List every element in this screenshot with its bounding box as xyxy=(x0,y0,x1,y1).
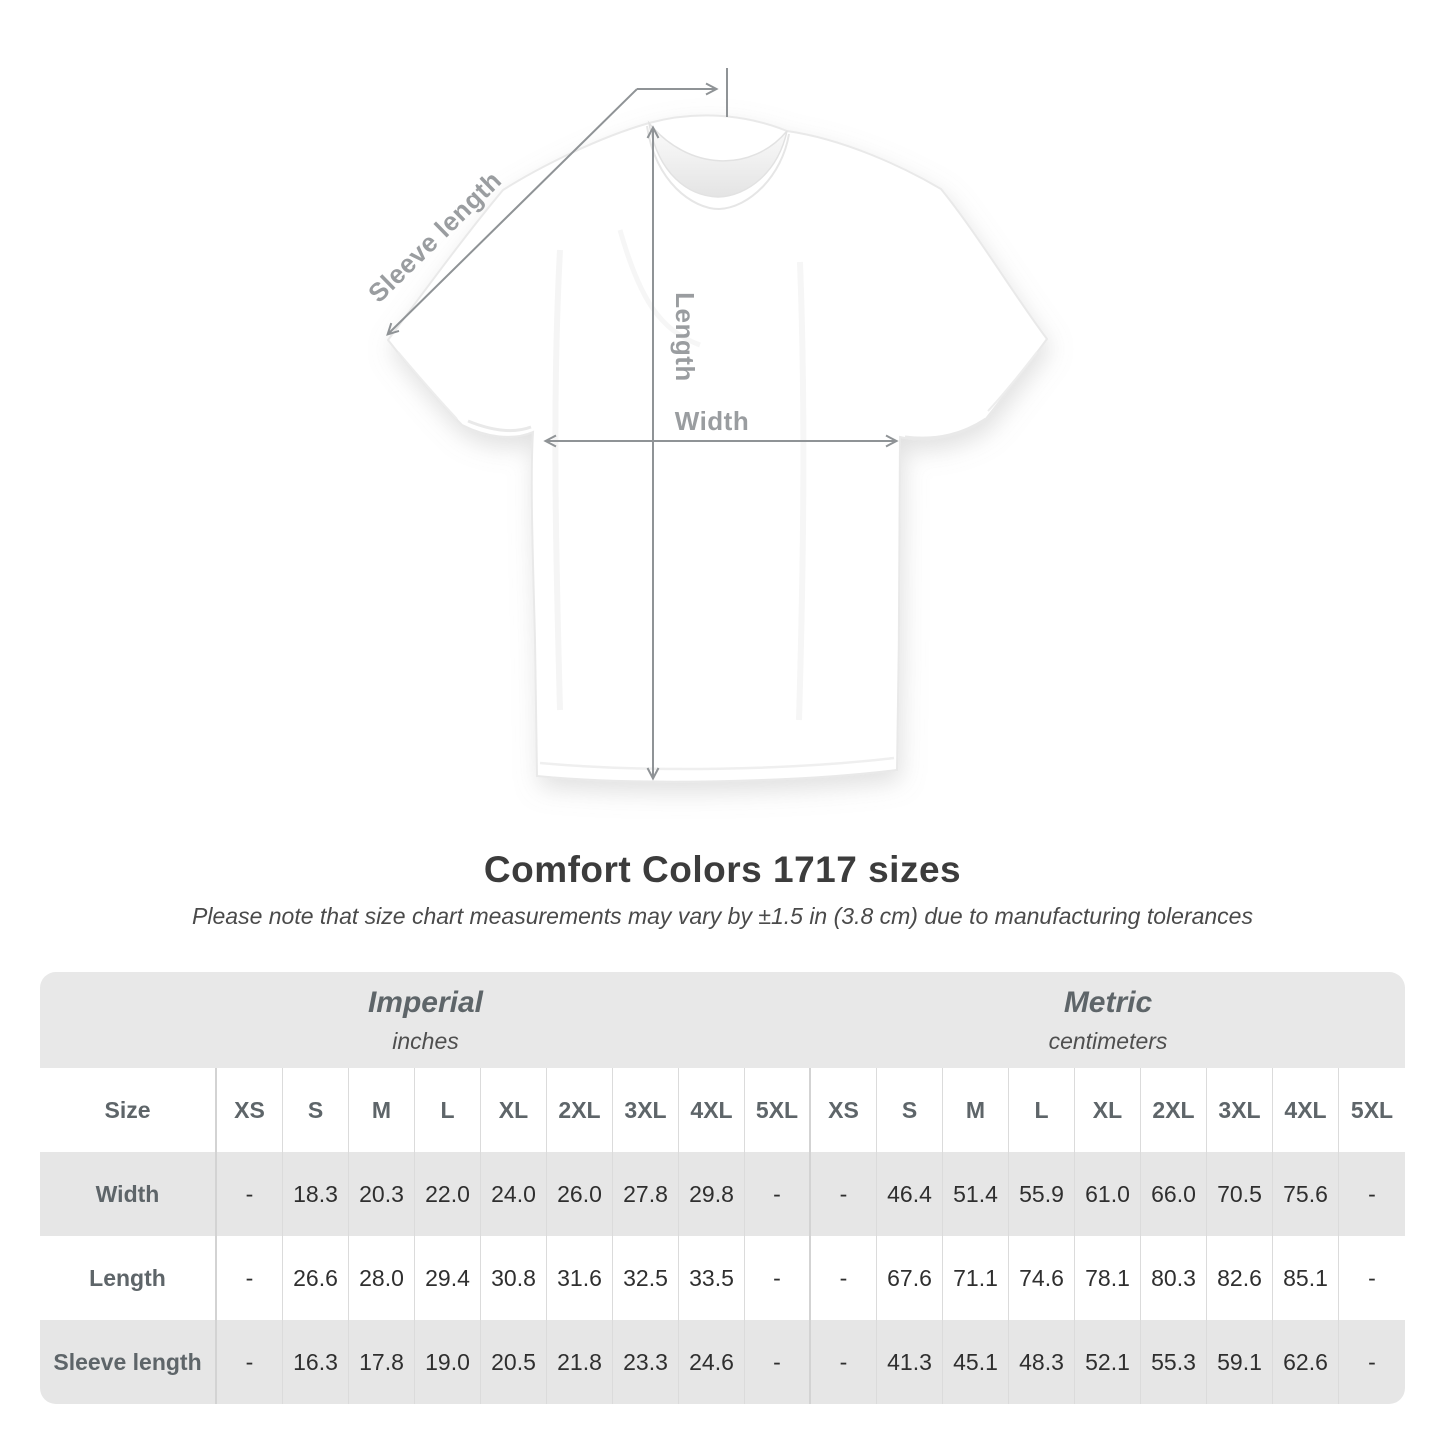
size-header-imperial-3xl: 3XL xyxy=(613,1068,679,1152)
imperial-label: Imperial xyxy=(367,985,484,1019)
length-metric-s: 67.6 xyxy=(877,1236,943,1320)
width-metric-5xl: - xyxy=(1339,1152,1405,1236)
width-metric-xl: 61.0 xyxy=(1075,1152,1141,1236)
length-metric-2xl: 80.3 xyxy=(1141,1236,1207,1320)
width-imperial-2xl: 26.0 xyxy=(547,1152,613,1236)
width-metric-s: 46.4 xyxy=(877,1152,943,1236)
sleeve-metric-2xl: 55.3 xyxy=(1141,1320,1207,1404)
row-label-sleeve-length: Sleeve length xyxy=(40,1320,217,1404)
width-metric-xs: - xyxy=(811,1152,877,1236)
size-header-imperial-2xl: 2XL xyxy=(547,1068,613,1152)
sleeve-metric-4xl: 62.6 xyxy=(1273,1320,1339,1404)
sleeve-imperial-4xl: 24.6 xyxy=(679,1320,745,1404)
size-header-metric-l: L xyxy=(1009,1068,1075,1152)
sleeve-metric-l: 48.3 xyxy=(1009,1320,1075,1404)
size-header-imperial-5xl: 5XL xyxy=(745,1068,811,1152)
size-header-metric-3xl: 3XL xyxy=(1207,1068,1273,1152)
width-metric-l: 55.9 xyxy=(1009,1152,1075,1236)
length-imperial-4xl: 33.5 xyxy=(679,1236,745,1320)
length-imperial-l: 29.4 xyxy=(415,1236,481,1320)
length-imperial-2xl: 31.6 xyxy=(547,1236,613,1320)
size-header-imperial-s: S xyxy=(283,1068,349,1152)
size-header-metric-4xl: 4XL xyxy=(1273,1068,1339,1152)
width-metric-2xl: 66.0 xyxy=(1141,1152,1207,1236)
length-metric-3xl: 82.6 xyxy=(1207,1236,1273,1320)
sleeve-length-arrow-diagonal xyxy=(386,88,638,336)
width-imperial-xl: 24.0 xyxy=(481,1152,547,1236)
sleeve-imperial-m: 17.8 xyxy=(349,1320,415,1404)
size-header-imperial-4xl: 4XL xyxy=(679,1068,745,1152)
size-header-metric-xs: XS xyxy=(811,1068,877,1152)
tshirt-diagram-svg: Sleeve length Length Width xyxy=(362,68,1049,783)
group-header-metric: Metric centimeters xyxy=(811,972,1405,1068)
dimension-lines xyxy=(386,68,899,781)
row-label-width: Width xyxy=(40,1152,217,1236)
length-metric-4xl: 85.1 xyxy=(1273,1236,1339,1320)
size-column-header: Size xyxy=(40,1068,217,1152)
length-metric-xs: - xyxy=(811,1236,877,1320)
size-header-metric-5xl: 5XL xyxy=(1339,1068,1405,1152)
size-header-imperial-l: L xyxy=(415,1068,481,1152)
width-metric-4xl: 75.6 xyxy=(1273,1152,1339,1236)
width-imperial-4xl: 29.8 xyxy=(679,1152,745,1236)
sleeve-metric-5xl: - xyxy=(1339,1320,1405,1404)
width-imperial-l: 22.0 xyxy=(415,1152,481,1236)
tshirt-collar-seam xyxy=(646,125,790,211)
sleeve-imperial-s: 16.3 xyxy=(283,1320,349,1404)
width-metric-3xl: 70.5 xyxy=(1207,1152,1273,1236)
size-header-imperial-m: M xyxy=(349,1068,415,1152)
length-metric-5xl: - xyxy=(1339,1236,1405,1320)
width-imperial-3xl: 27.8 xyxy=(613,1152,679,1236)
sleeve-metric-s: 41.3 xyxy=(877,1320,943,1404)
length-imperial-3xl: 32.5 xyxy=(613,1236,679,1320)
row-label-length: Length xyxy=(40,1236,217,1320)
width-imperial-5xl: - xyxy=(745,1152,811,1236)
width-label: Width xyxy=(675,406,749,436)
length-label: Length xyxy=(670,292,700,382)
size-header-metric-s: S xyxy=(877,1068,943,1152)
page-title: Comfort Colors 1717 sizes xyxy=(483,849,962,890)
sleeve-metric-xs: - xyxy=(811,1320,877,1404)
length-imperial-xl: 30.8 xyxy=(481,1236,547,1320)
tshirt-body-shape xyxy=(386,114,1049,783)
tshirt-neck-opening xyxy=(647,120,788,198)
length-imperial-s: 26.6 xyxy=(283,1236,349,1320)
width-imperial-xs: - xyxy=(217,1152,283,1236)
sleeve-metric-3xl: 59.1 xyxy=(1207,1320,1273,1404)
sleeve-imperial-l: 19.0 xyxy=(415,1320,481,1404)
group-header-imperial: Imperial inches xyxy=(40,972,811,1068)
size-header-imperial-xs: XS xyxy=(217,1068,283,1152)
metric-label: Metric xyxy=(1063,985,1153,1019)
sleeve-imperial-3xl: 23.3 xyxy=(613,1320,679,1404)
imperial-unit: inches xyxy=(392,1027,459,1054)
sleeve-imperial-2xl: 21.8 xyxy=(547,1320,613,1404)
width-metric-m: 51.4 xyxy=(943,1152,1009,1236)
size-header-metric-xl: XL xyxy=(1075,1068,1141,1152)
tshirt-illustration xyxy=(386,114,1049,783)
size-chart-table: Imperial inches Metric centimeters Size … xyxy=(40,972,1405,1404)
size-header-imperial-xl: XL xyxy=(481,1068,547,1152)
length-metric-xl: 78.1 xyxy=(1075,1236,1141,1320)
sleeve-imperial-5xl: - xyxy=(745,1320,811,1404)
width-imperial-m: 20.3 xyxy=(349,1152,415,1236)
sleeve-imperial-xs: - xyxy=(217,1320,283,1404)
size-header-metric-2xl: 2XL xyxy=(1141,1068,1207,1152)
tshirt-measurement-diagram: Sleeve length Length Width xyxy=(362,68,1049,783)
size-header-metric-m: M xyxy=(943,1068,1009,1152)
sleeve-metric-m: 45.1 xyxy=(943,1320,1009,1404)
width-imperial-s: 18.3 xyxy=(283,1152,349,1236)
sleeve-imperial-xl: 20.5 xyxy=(481,1320,547,1404)
sleeve-metric-xl: 52.1 xyxy=(1075,1320,1141,1404)
metric-unit: centimeters xyxy=(1048,1027,1168,1054)
length-metric-l: 74.6 xyxy=(1009,1236,1075,1320)
length-imperial-m: 28.0 xyxy=(349,1236,415,1320)
length-imperial-5xl: - xyxy=(745,1236,811,1320)
length-imperial-xs: - xyxy=(217,1236,283,1320)
page-subtitle: Please note that size chart measurements… xyxy=(192,903,1253,929)
length-metric-m: 71.1 xyxy=(943,1236,1009,1320)
